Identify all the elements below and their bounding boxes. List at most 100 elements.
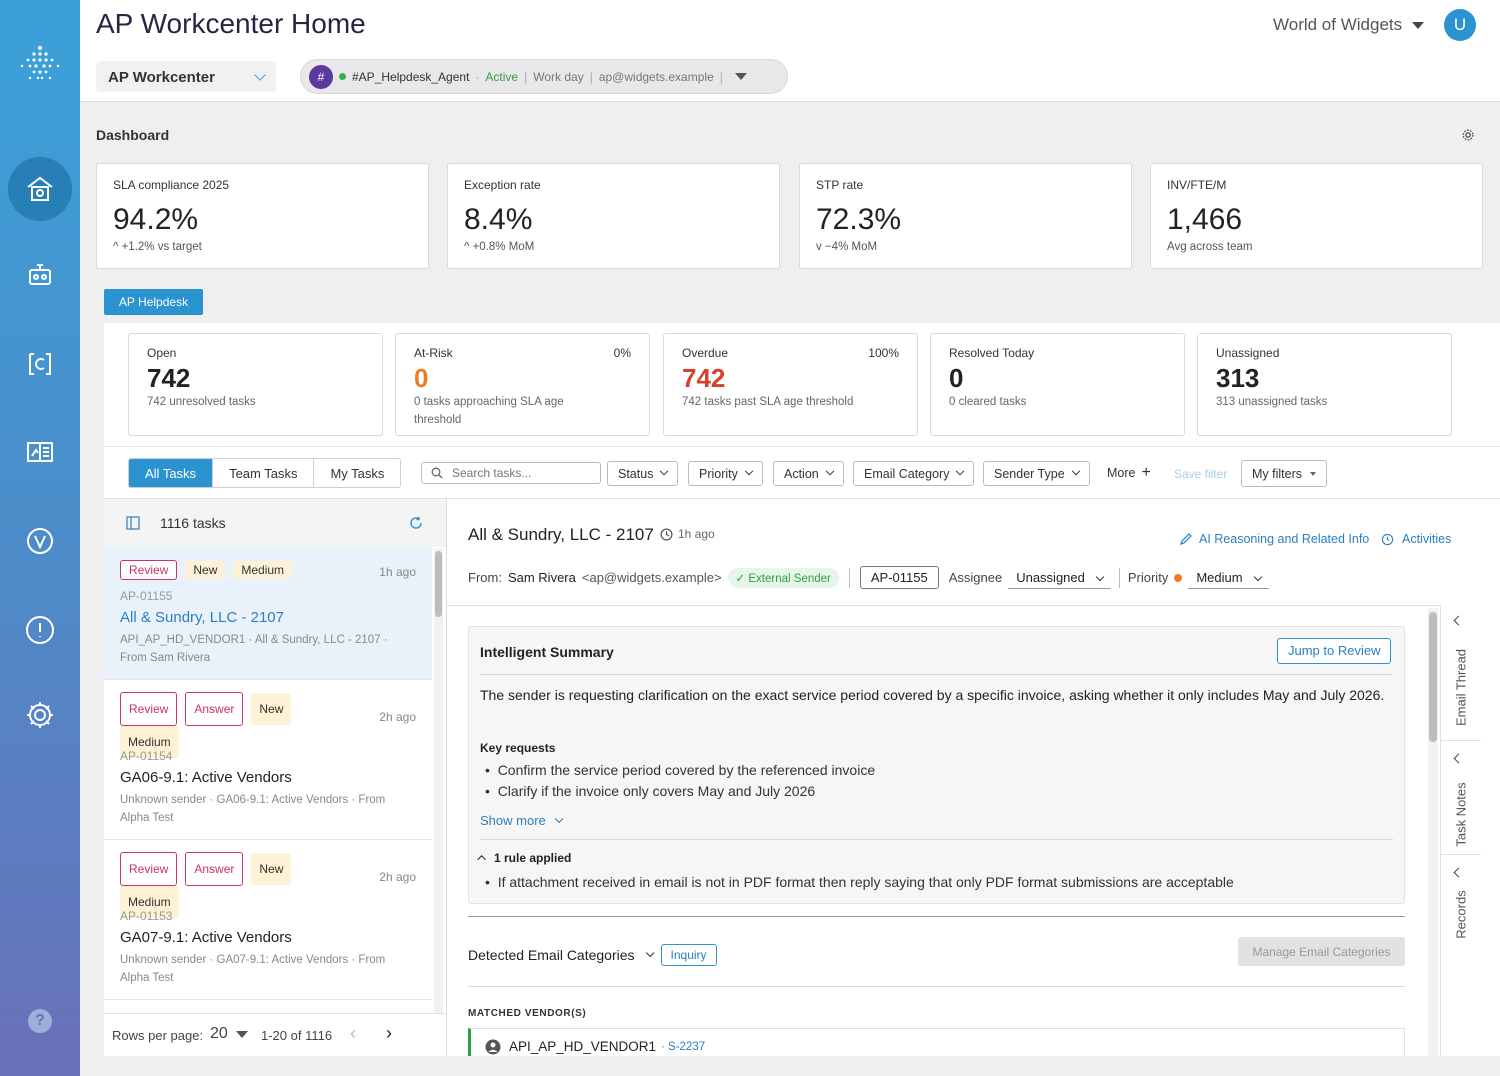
stat-card-overdue[interactable]: Overdue 100% 742 742 tasks past SLA age … (663, 333, 918, 436)
badge-review: Review (120, 692, 178, 726)
more-label: More (1107, 466, 1136, 480)
stat-card-unassigned[interactable]: Unassigned 313 313 unassigned tasks (1197, 333, 1452, 436)
chevron-down-icon (254, 69, 266, 81)
chevron-down-icon (956, 466, 965, 475)
task-list-header: 1116 tasks (104, 499, 447, 547)
refresh-icon[interactable] (409, 516, 423, 530)
tab-label: Task Notes (1453, 782, 1469, 847)
dashboard-title: Dashboard (96, 127, 170, 143)
list-item[interactable]: Review Answer New Medium 2h ago AP-01153 GA… (104, 840, 432, 1000)
workcenter-value: AP Workcenter (108, 69, 215, 86)
scrollbar[interactable] (434, 549, 443, 1014)
dashboard-settings-icon[interactable] (1461, 128, 1475, 142)
list-item[interactable]: Review Answer New Medium 2h ago AP-01154 GA… (104, 680, 432, 840)
divider (104, 498, 1500, 499)
filter-label: Action (784, 466, 819, 481)
nav-bots[interactable] (0, 256, 80, 296)
stat-card-open[interactable]: Open 742 742 unresolved tasks (128, 333, 383, 436)
task-count: 1116 tasks (160, 515, 226, 531)
stat-value: 313 (1216, 363, 1260, 393)
kpi-value: 94.2% (113, 203, 199, 236)
filter-priority[interactable]: Priority (688, 461, 763, 486)
save-filter-button[interactable]: Save filter (1174, 467, 1228, 481)
filter-action[interactable]: Action (773, 461, 844, 486)
priority-select[interactable]: Medium (1188, 567, 1269, 589)
vendor-row[interactable]: API_AP_HD_VENDOR1 · S-2237 (468, 1028, 1405, 1056)
more-filters-button[interactable]: More + (1107, 465, 1151, 481)
collapse-panel-icon[interactable] (126, 516, 140, 530)
list-item[interactable]: Review New Medium 1h ago AP-01155 All & Su… (104, 547, 432, 680)
task-scope-tabs: All Tasks Team Tasks My Tasks (128, 458, 402, 488)
vendor-code[interactable]: · S-2237 (661, 1041, 706, 1053)
nav-reports[interactable] (0, 432, 80, 472)
logo-icon (0, 44, 80, 88)
org-switcher[interactable]: World of Widgets (1273, 15, 1425, 35)
task-age: 1h ago (379, 565, 416, 579)
chevron-left-icon (1453, 615, 1464, 626)
status-dot-icon (339, 73, 346, 80)
chevron-down-icon (1310, 471, 1316, 476)
rules-toggle[interactable]: 1 rule applied (477, 851, 571, 865)
task-title: GA06-9.1: Active Vendors (120, 769, 292, 786)
prev-page-icon[interactable]: ‹ (350, 1023, 356, 1043)
tab-team-tasks[interactable]: Team Tasks (213, 459, 315, 487)
tab-all-tasks[interactable]: All Tasks (129, 459, 214, 487)
scrollbar-thumb[interactable] (435, 551, 442, 617)
channel-badge: # (309, 64, 333, 89)
kpi-card: Exception rate 8.4% ^ +0.8% MoM (447, 163, 780, 269)
nav-alerts[interactable] (0, 610, 80, 650)
filter-status[interactable]: Status (607, 461, 679, 486)
kpi-delta: ^ +1.2% vs target (113, 241, 202, 253)
activities-link[interactable]: Activities (1381, 532, 1451, 546)
filter-sender-type[interactable]: Sender Type (983, 461, 1090, 486)
next-page-icon[interactable]: › (386, 1023, 392, 1043)
stat-pct: 0% (613, 346, 631, 360)
kpi-delta: v −4% MoM (816, 241, 878, 253)
my-filters-dropdown[interactable]: My filters (1241, 460, 1327, 487)
ai-reasoning-link[interactable]: AI Reasoning and Related Info (1179, 532, 1369, 546)
detail-age-text: 1h ago (678, 527, 715, 541)
stat-sub: 742 unresolved tasks (147, 396, 256, 408)
nav-help[interactable]: ? (0, 1008, 80, 1034)
manage-categories-button[interactable]: Manage Email Categories (1238, 937, 1405, 966)
assignee-select[interactable]: Unassigned (1008, 567, 1111, 589)
scrollbar[interactable] (1428, 608, 1438, 1056)
chevron-down-icon[interactable] (734, 73, 747, 80)
tab-ap-helpdesk[interactable]: AP Helpdesk (104, 289, 203, 315)
task-id: AP-01153 (120, 909, 173, 923)
nav-home[interactable] (8, 157, 72, 221)
sender-row: From: Sam Rivera <ap@widgets.example> ✓ … (468, 566, 1269, 589)
task-list: Review New Medium 1h ago AP-01155 All & Su… (104, 547, 432, 1012)
chevron-down-icon (744, 466, 754, 475)
scrollbar-thumb[interactable] (1429, 612, 1437, 742)
task-age: 2h ago (379, 870, 416, 884)
nav-contracts[interactable] (0, 344, 80, 384)
jump-to-review-button[interactable]: Jump to Review (1277, 638, 1392, 664)
workcenter-select[interactable]: AP Workcenter (96, 61, 276, 92)
stat-card-at-risk[interactable]: At-Risk 0% 0 0 tasks approaching SLA age… (395, 333, 650, 436)
home-icon (27, 176, 53, 201)
external-sender-badge: ✓ External Sender (727, 567, 839, 588)
badge-priority: Medium (233, 561, 293, 579)
search-input[interactable] (421, 462, 601, 484)
email-categories-toggle[interactable]: Detected Email Categories Inquiry (468, 944, 717, 966)
agent-status-pill[interactable]: # #AP_Helpdesk_Agent · Active | Work day… (300, 59, 788, 94)
show-more-link[interactable]: Show more (480, 813, 564, 828)
tab-email-thread[interactable]: Email Thread (1441, 605, 1481, 741)
kpi-card: STP rate 72.3% v −4% MoM (799, 163, 1132, 269)
nav-settings[interactable] (0, 695, 80, 735)
tab-task-notes[interactable]: Task Notes (1441, 741, 1481, 855)
detail-age: 1h ago (660, 527, 715, 541)
chevron-left-icon (1453, 867, 1464, 878)
tab-records[interactable]: Records (1441, 855, 1481, 955)
nav-validation[interactable] (0, 520, 80, 562)
avatar[interactable]: U (1444, 9, 1476, 41)
stat-pct: 100% (868, 346, 899, 360)
key-requests-list: • Confirm the service period covered by … (485, 760, 875, 802)
filter-email-category[interactable]: Email Category (853, 461, 975, 486)
stat-card-resolved[interactable]: Resolved Today 0 0 cleared tasks (930, 333, 1185, 436)
agent-name: #AP_Helpdesk_Agent (352, 69, 470, 84)
tab-my-tasks[interactable]: My Tasks (330, 465, 385, 481)
badge-review: Review (120, 560, 178, 580)
rows-per-page-select[interactable]: 20 (210, 1025, 248, 1043)
